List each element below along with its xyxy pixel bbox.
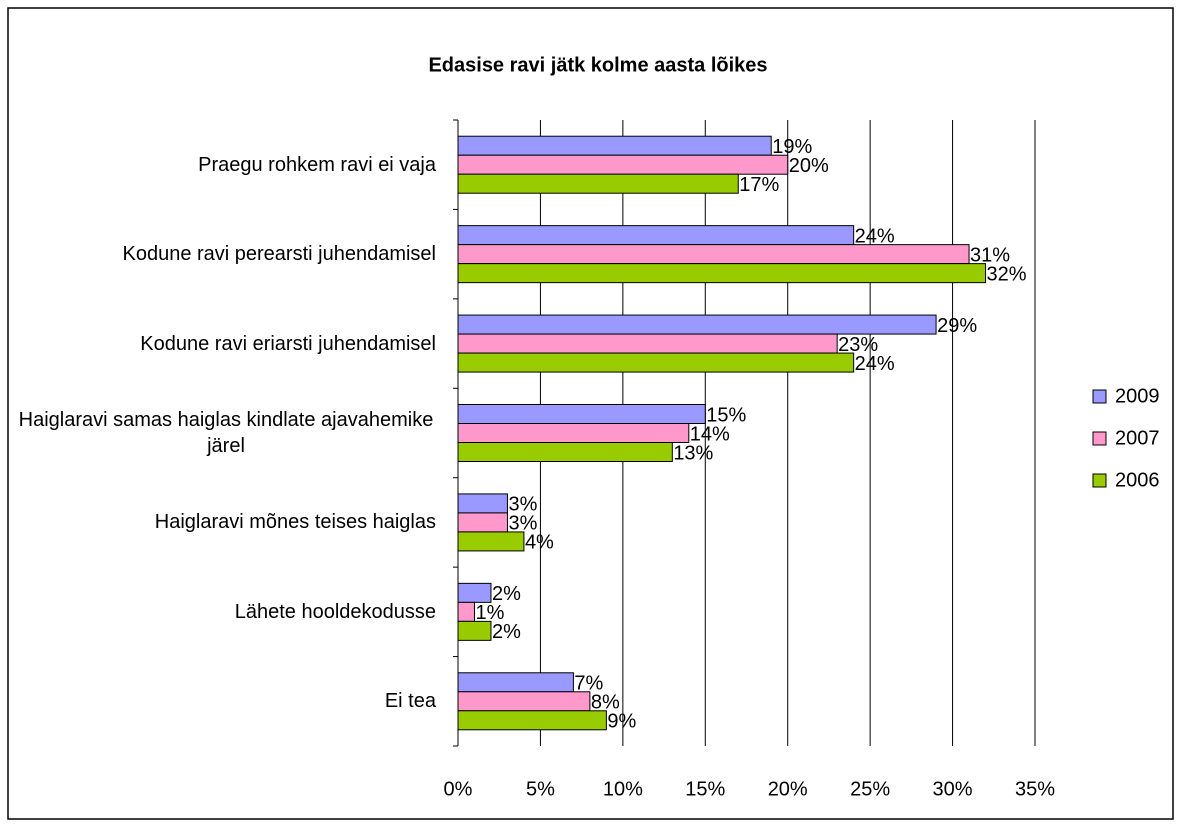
bar [457,691,591,712]
y-tick-label: Lähete hooldekodusse [16,599,436,625]
legend-label: 2006 [1115,469,1160,491]
y-tick-label: Praegu rohkem ravi ei vaja [16,152,436,178]
bar [457,582,492,603]
bar [457,263,987,284]
x-tick-label: 15% [685,778,725,800]
data-label: 3% [508,513,537,535]
data-label: 19% [772,136,812,158]
legend-label: 2009 [1115,385,1160,407]
data-label: 20% [789,155,829,177]
bar [457,493,508,514]
y-tick-text: Lähete hooldekodusse [234,600,436,623]
bar [457,333,838,354]
data-label: 15% [706,404,746,426]
x-tick-label: 0% [444,778,473,800]
data-label: 2% [492,583,521,605]
data-label: 32% [987,263,1027,285]
y-tick-text: Ei tea [384,690,436,713]
bar [457,512,508,533]
bar [457,352,855,373]
data-label: 13% [673,442,713,464]
bar [457,173,739,194]
y-tick-label: Haiglaravi samas haiglas kindlate ajavah… [16,407,436,459]
bar [457,314,937,335]
legend-swatch [1092,473,1107,488]
data-label: 3% [508,494,537,516]
chart-title: Edasise ravi jätk kolme aasta lõikes [428,54,767,76]
x-tick-label: 20% [768,778,808,800]
bar [457,442,673,462]
bar [457,135,772,156]
y-tick-text: Praegu rohkem ravi ei vaja [198,153,436,176]
bar [457,423,690,443]
x-tick-label: 25% [850,778,890,800]
data-label: 24% [855,353,895,375]
legend-label: 2007 [1115,427,1160,449]
data-label: 2% [492,621,521,643]
bar [457,154,789,175]
data-label: 9% [607,711,636,733]
bar [457,620,492,641]
y-tick-text: Kodune ravi eriarsti juhendamisel [140,332,436,355]
data-label: 4% [525,532,554,554]
y-tick-text: Kodune ravi perearsti juhendamisel [122,243,436,266]
data-label: 8% [591,692,620,714]
data-label: 7% [574,673,603,695]
bar [457,404,706,424]
data-label: 17% [739,174,779,196]
bar [457,672,574,693]
data-label: 14% [690,423,730,445]
data-label: 29% [937,315,977,337]
x-tick-label: 5% [526,778,555,800]
data-label: 23% [838,334,878,356]
y-tick-text: Haiglaravi samas haiglas kindlate ajavah… [18,409,434,457]
data-label: 24% [855,225,895,247]
bar [457,710,607,731]
x-tick-label: 30% [933,778,973,800]
bar [457,225,855,246]
bar [457,601,475,622]
y-tick-label: Kodune ravi eriarsti juhendamisel [16,331,436,357]
bar [457,244,970,265]
data-label: 1% [475,602,504,624]
data-label: 31% [970,244,1010,266]
x-tick-label: 10% [603,778,643,800]
y-tick-label: Haiglaravi mõnes teises haiglas [16,509,436,535]
bar [457,531,525,552]
legend-swatch [1092,431,1107,446]
y-tick-label: Ei tea [16,688,436,714]
legend-swatch [1092,389,1107,404]
y-tick-text: Haiglaravi mõnes teises haiglas [154,511,436,534]
y-tick-label: Kodune ravi perearsti juhendamisel [16,241,436,267]
x-tick-label: 35% [1015,778,1055,800]
